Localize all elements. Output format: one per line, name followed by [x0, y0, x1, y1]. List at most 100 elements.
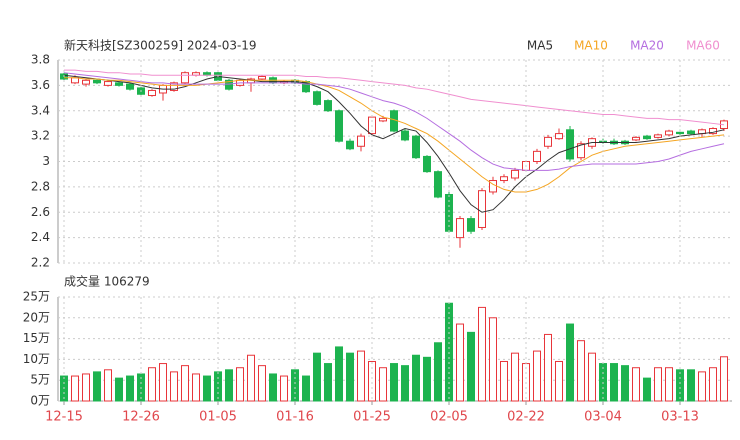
volume-bar [390, 363, 398, 402]
candle-body [401, 130, 409, 141]
volume-bar [280, 375, 288, 402]
candle-body [313, 91, 321, 105]
volume-bar [456, 323, 464, 402]
candle-body [379, 117, 387, 122]
volume-bar [379, 367, 387, 402]
volume-bar [720, 356, 728, 402]
y-tick-label: 15万 [23, 331, 50, 345]
candle-body [544, 136, 552, 147]
volume-bar [104, 369, 112, 402]
volume-bar [115, 377, 123, 402]
legend-entry: MA10 [574, 39, 608, 53]
volume-bar [643, 377, 651, 402]
candle-body [148, 89, 156, 97]
legend-entry: MA5 [527, 39, 553, 53]
y-tick-label: 5万 [30, 373, 50, 387]
volume-bar [665, 367, 673, 402]
volume-bar [621, 365, 629, 402]
volume-bar [709, 367, 717, 402]
candle-body [500, 176, 508, 182]
ma-line [63, 72, 725, 171]
candle-body [511, 169, 519, 179]
y-tick-label: 2.4 [31, 230, 50, 244]
volume-bar [346, 352, 354, 402]
volume-bar [181, 365, 189, 402]
candle-body [126, 83, 134, 90]
volume-bar [423, 356, 431, 402]
volume-bar [489, 317, 497, 402]
candle-body [324, 100, 332, 112]
volume-bar [71, 375, 79, 402]
y-tick-label: 3.2 [31, 129, 50, 143]
candle-body [643, 135, 651, 140]
x-tick-label: 01-25 [353, 410, 391, 425]
candle-body [225, 79, 233, 90]
volume-bar [500, 360, 508, 402]
y-tick-label: 3.8 [31, 53, 50, 67]
volume-bar [698, 371, 706, 402]
x-tick-label: 01-05 [199, 410, 237, 425]
volume-bar [148, 367, 156, 402]
volume-bar [533, 350, 541, 402]
x-tick-label: 02-22 [507, 410, 545, 425]
volume-bar [324, 363, 332, 402]
candle-body [434, 171, 442, 198]
x-tick-label: 02-05 [430, 410, 468, 425]
volume-bar [170, 371, 178, 402]
x-tick-label: 03-13 [661, 410, 699, 425]
legend-entry: MA20 [630, 39, 664, 53]
volume-bar [687, 369, 695, 402]
y-tick-label: 10万 [23, 352, 50, 366]
volume-bar [544, 333, 552, 402]
candle-body [577, 143, 585, 159]
volume-bar [401, 365, 409, 402]
x-tick-label: 12-26 [122, 410, 160, 425]
candle-body [258, 75, 266, 80]
x-tick-label: 01-16 [276, 410, 314, 425]
ma-line [64, 77, 725, 193]
volume-bar [269, 373, 277, 402]
volume-bar [478, 306, 486, 402]
volume-bar [159, 363, 167, 402]
candle-body [632, 136, 640, 141]
x-tick-label: 12-15 [45, 410, 83, 425]
volume-bar [357, 350, 365, 402]
volume-bar [632, 367, 640, 402]
y-tick-label: 3.4 [31, 103, 50, 117]
y-tick-label: 0万 [30, 394, 50, 408]
volume-bar [302, 375, 310, 402]
volume-bar [203, 375, 211, 402]
volume-bar [192, 373, 200, 402]
y-tick-label: 3 [42, 154, 50, 168]
y-tick-label: 3.6 [31, 78, 50, 92]
volume-bar [434, 342, 442, 402]
volume-bar [313, 352, 321, 402]
volume-bar [225, 369, 233, 402]
volume-bar [555, 360, 563, 402]
candle-body [170, 82, 178, 91]
candle-body [478, 190, 486, 228]
x-tick-label: 03-04 [584, 410, 622, 425]
volume-bar [291, 369, 299, 402]
candle-body [654, 134, 662, 138]
volume-bar [258, 365, 266, 402]
volume-bar [335, 346, 343, 402]
candle-body [665, 130, 673, 136]
y-tick-label: 2.2 [31, 256, 50, 270]
candle-body [115, 82, 123, 86]
candle-body [687, 130, 695, 135]
volume-bar [412, 354, 420, 402]
y-tick-label: 2.8 [31, 179, 50, 193]
volume-title: 成交量 106279 [64, 274, 150, 289]
volume-bar [676, 369, 684, 402]
candle-body [104, 81, 112, 86]
candle-body [181, 72, 189, 84]
candle-body [357, 135, 365, 147]
volume-bar [577, 340, 585, 402]
volume-bar [566, 323, 574, 402]
y-tick-label: 20万 [23, 310, 50, 324]
candle-body [676, 131, 684, 135]
legend-entry: MA60 [686, 39, 720, 53]
volume-bar [82, 373, 90, 402]
